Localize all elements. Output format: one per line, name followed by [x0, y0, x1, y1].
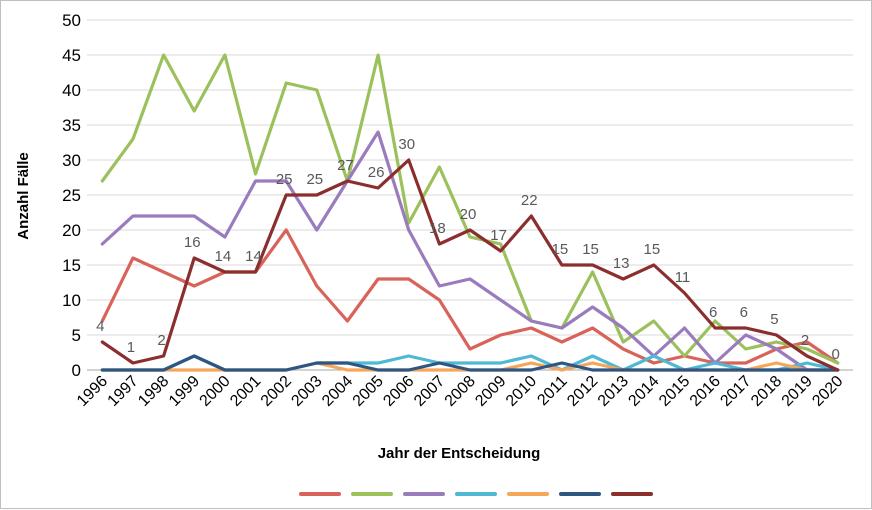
x-tick-label: 2005: [350, 373, 387, 410]
x-axis-title: Jahr der Entscheidung: [378, 445, 541, 462]
series-line-6: [100, 354, 840, 372]
x-tick-label: 2006: [380, 373, 417, 410]
data-label: 6: [740, 304, 748, 321]
y-tick-label: 35: [62, 116, 81, 135]
data-label: 25: [306, 171, 323, 188]
x-tick-label: 2019: [779, 373, 816, 410]
data-label: 17: [490, 227, 507, 244]
x-tick-label: 2018: [748, 373, 785, 410]
series-line-1: [100, 228, 840, 365]
data-label: 26: [368, 164, 385, 181]
x-tick-label: 2016: [687, 373, 724, 410]
y-tick-label: 25: [62, 186, 81, 205]
data-label: 15: [552, 241, 569, 258]
x-tick-label: 1998: [135, 373, 172, 410]
data-label: 1: [127, 339, 135, 356]
x-tick-label: 2015: [656, 373, 693, 410]
y-tick-label: 0: [72, 361, 81, 380]
x-tick-label: 2000: [197, 373, 234, 410]
data-label: 16: [184, 234, 201, 251]
y-axis-ticks: 0 5 10 15 20 25 30 35 40 45 50: [62, 11, 81, 380]
x-tick-label: 2010: [503, 373, 540, 410]
x-tick-label: 2009: [472, 373, 509, 410]
x-tick-label: 2004: [319, 373, 356, 410]
y-tick-label: 10: [62, 291, 81, 310]
series-line-2: [100, 53, 840, 365]
data-label: 15: [643, 241, 660, 258]
data-label: 2: [157, 332, 165, 349]
series-line-7: [100, 158, 840, 372]
y-tick-label: 45: [62, 46, 81, 65]
data-label: 5: [770, 311, 778, 328]
y-tick-label: 50: [62, 11, 81, 30]
data-label: 4: [96, 318, 104, 335]
x-tick-label: 2020: [809, 373, 846, 410]
data-label: 14: [215, 248, 232, 265]
y-tick-label: 30: [62, 151, 81, 170]
data-label: 25: [276, 171, 293, 188]
data-label: 2: [801, 332, 809, 349]
x-tick-label: 2012: [564, 373, 601, 410]
y-tick-label: 5: [72, 326, 81, 345]
x-tick-label: 2011: [534, 373, 570, 409]
data-label: 20: [460, 206, 477, 223]
x-tick-label: 2002: [258, 373, 295, 410]
x-axis-ticks: 1996199719981999200020012002200320042005…: [74, 373, 847, 410]
x-tick-label: 1999: [166, 373, 203, 410]
data-label: 13: [613, 255, 630, 272]
x-tick-label: 2014: [625, 373, 662, 410]
data-label: 15: [582, 241, 599, 258]
x-tick-label: 2013: [595, 373, 632, 410]
x-tick-label: 2003: [288, 373, 325, 410]
y-tick-label: 15: [62, 256, 81, 275]
x-tick-label: 1997: [105, 373, 142, 410]
x-tick-label: 2017: [717, 373, 754, 410]
data-label: 18: [429, 220, 446, 237]
x-tick-label: 2007: [411, 373, 448, 410]
data-label: 6: [709, 304, 717, 321]
gridlines: [87, 19, 853, 371]
y-axis-title: Anzahl Fälle: [15, 152, 32, 240]
data-label: 0: [832, 346, 840, 363]
data-label: 14: [245, 248, 262, 265]
y-tick-label: 40: [62, 81, 81, 100]
y-tick-label: 20: [62, 221, 81, 240]
data-label: 11: [675, 269, 691, 286]
data-label: 30: [398, 136, 415, 153]
series-lines: [100, 53, 840, 372]
data-label: 27: [337, 157, 354, 174]
data-label: 22: [521, 192, 538, 209]
x-tick-label: 2008: [442, 373, 479, 410]
x-tick-label: 2001: [227, 373, 264, 410]
